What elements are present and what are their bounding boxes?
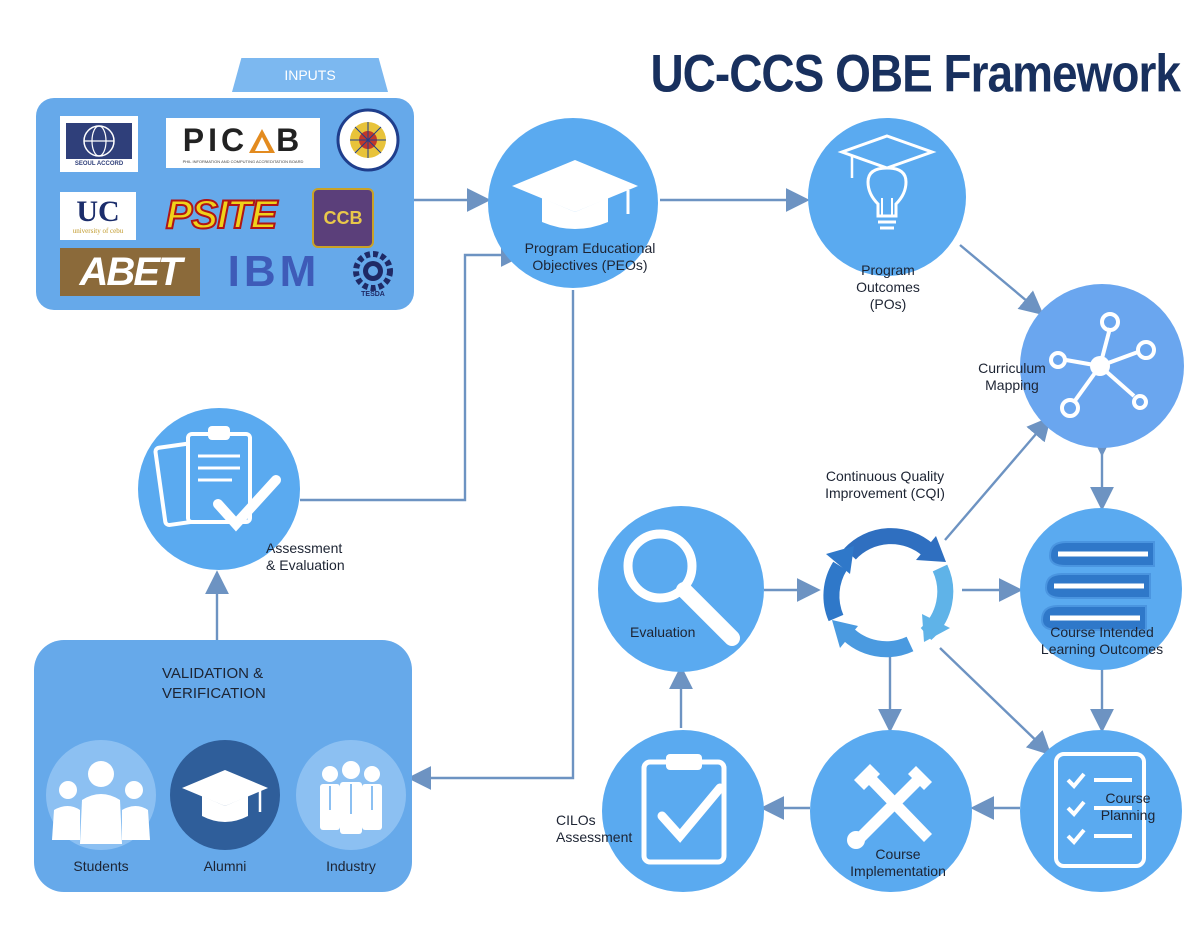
node-cilos-assessment [602, 730, 764, 892]
label-cilos-assessment: CILOs Assessment [556, 812, 633, 845]
alumni-label: Alumni [203, 858, 247, 874]
label-cilo: Course Intended Learning Outcomes [1040, 624, 1164, 657]
picab-text: PIC [182, 122, 249, 158]
lightbulb-cap-icon [837, 134, 937, 230]
books-icon [1040, 541, 1155, 631]
validation-panel: VALIDATION & VERIFICATION Students [34, 640, 412, 892]
industry-people-icon [320, 761, 382, 834]
node-cilo [1020, 508, 1182, 670]
validation-title: VALIDATION & VERIFICATION [162, 665, 266, 702]
node-po [808, 118, 966, 276]
label-po: Program Outcomes (POs) [856, 262, 920, 312]
abet-text: ABET [79, 249, 183, 294]
node-curriculum-mapping [1020, 284, 1184, 448]
students-circle [46, 740, 156, 850]
tesda-text: TESDA [361, 290, 385, 298]
inputs-tab: INPUTS [232, 58, 388, 92]
ibm-logo: IBM [212, 248, 336, 296]
node-peo [488, 118, 658, 288]
uc-logo-subtitle: university of cebu [72, 227, 124, 235]
ched-seal [336, 108, 400, 172]
uc-logo: UC university of cebu [60, 192, 136, 240]
ccb-text: CCB [323, 207, 363, 228]
diagram-title: UC-CCS OBE Framework [650, 43, 1181, 103]
network-hub-icon [1049, 312, 1156, 418]
uc-logo-text: UC [76, 195, 120, 228]
picab-text-end: B [276, 122, 304, 158]
ibm-text: IBM [227, 248, 321, 296]
picab-subtitle: PHIL INFORMATION AND COMPUTING ACCREDITA… [182, 159, 304, 164]
abet-logo: ABET [60, 248, 200, 296]
psite-logo: PSITE [154, 190, 288, 240]
label-assessment: Assessment & Evaluation [266, 540, 345, 573]
label-curriculum-mapping: Curriculum Mapping [978, 360, 1046, 393]
node-assessment [138, 408, 300, 570]
industry-label: Industry [326, 858, 376, 874]
arrow-cqi-to-planning [939, 647, 1052, 756]
globe-icon [66, 123, 132, 159]
triangle-icon [249, 128, 276, 153]
clipboard-check-icon [641, 754, 727, 865]
node-course-planning [1020, 730, 1182, 892]
label-cqi: Continuous Quality Improvement (CQI) [825, 468, 945, 501]
tools-icon [847, 764, 932, 849]
students-icon [52, 761, 150, 844]
students-label: Students [73, 858, 129, 874]
documents-check-icon [153, 426, 281, 532]
arrow-peo-to-validation [407, 290, 575, 790]
arrow-cqi-to-curriculum [944, 416, 1052, 541]
seoul-accord-logo: SEOUL ACCORD [60, 116, 138, 172]
seoul-accord-text: SEOUL ACCORD [74, 161, 124, 167]
label-peo: Program Educational Objectives (PEOs) [524, 240, 656, 273]
inputs-panel: SEOUL ACCORD PIC B PHIL INFORMATION AND … [36, 98, 414, 310]
picab-logo: PIC B PHIL INFORMATION AND COMPUTING ACC… [166, 118, 320, 168]
ccb-logo: CCB [312, 188, 374, 248]
label-course-implementation: Course Implementation [850, 846, 946, 879]
industry-circle [296, 740, 406, 850]
label-evaluation: Evaluation [630, 624, 696, 640]
tesda-logo: TESDA [348, 246, 398, 302]
arrow-assessment-to-peo [300, 243, 525, 502]
checklist-icon [1054, 752, 1146, 868]
graduation-cap-icon [512, 160, 638, 229]
gear-icon [353, 250, 393, 291]
magnifier-icon [623, 529, 740, 646]
label-course-planning: Course Planning [1100, 790, 1156, 823]
cycle-arrows-icon [823, 528, 954, 658]
arrow-po-to-curriculum [959, 244, 1044, 316]
node-evaluation [598, 506, 764, 672]
node-course-implementation [810, 730, 972, 892]
graduation-cap-icon [182, 770, 268, 822]
alumni-circle [170, 740, 280, 850]
psite-text: PSITE [165, 192, 279, 238]
